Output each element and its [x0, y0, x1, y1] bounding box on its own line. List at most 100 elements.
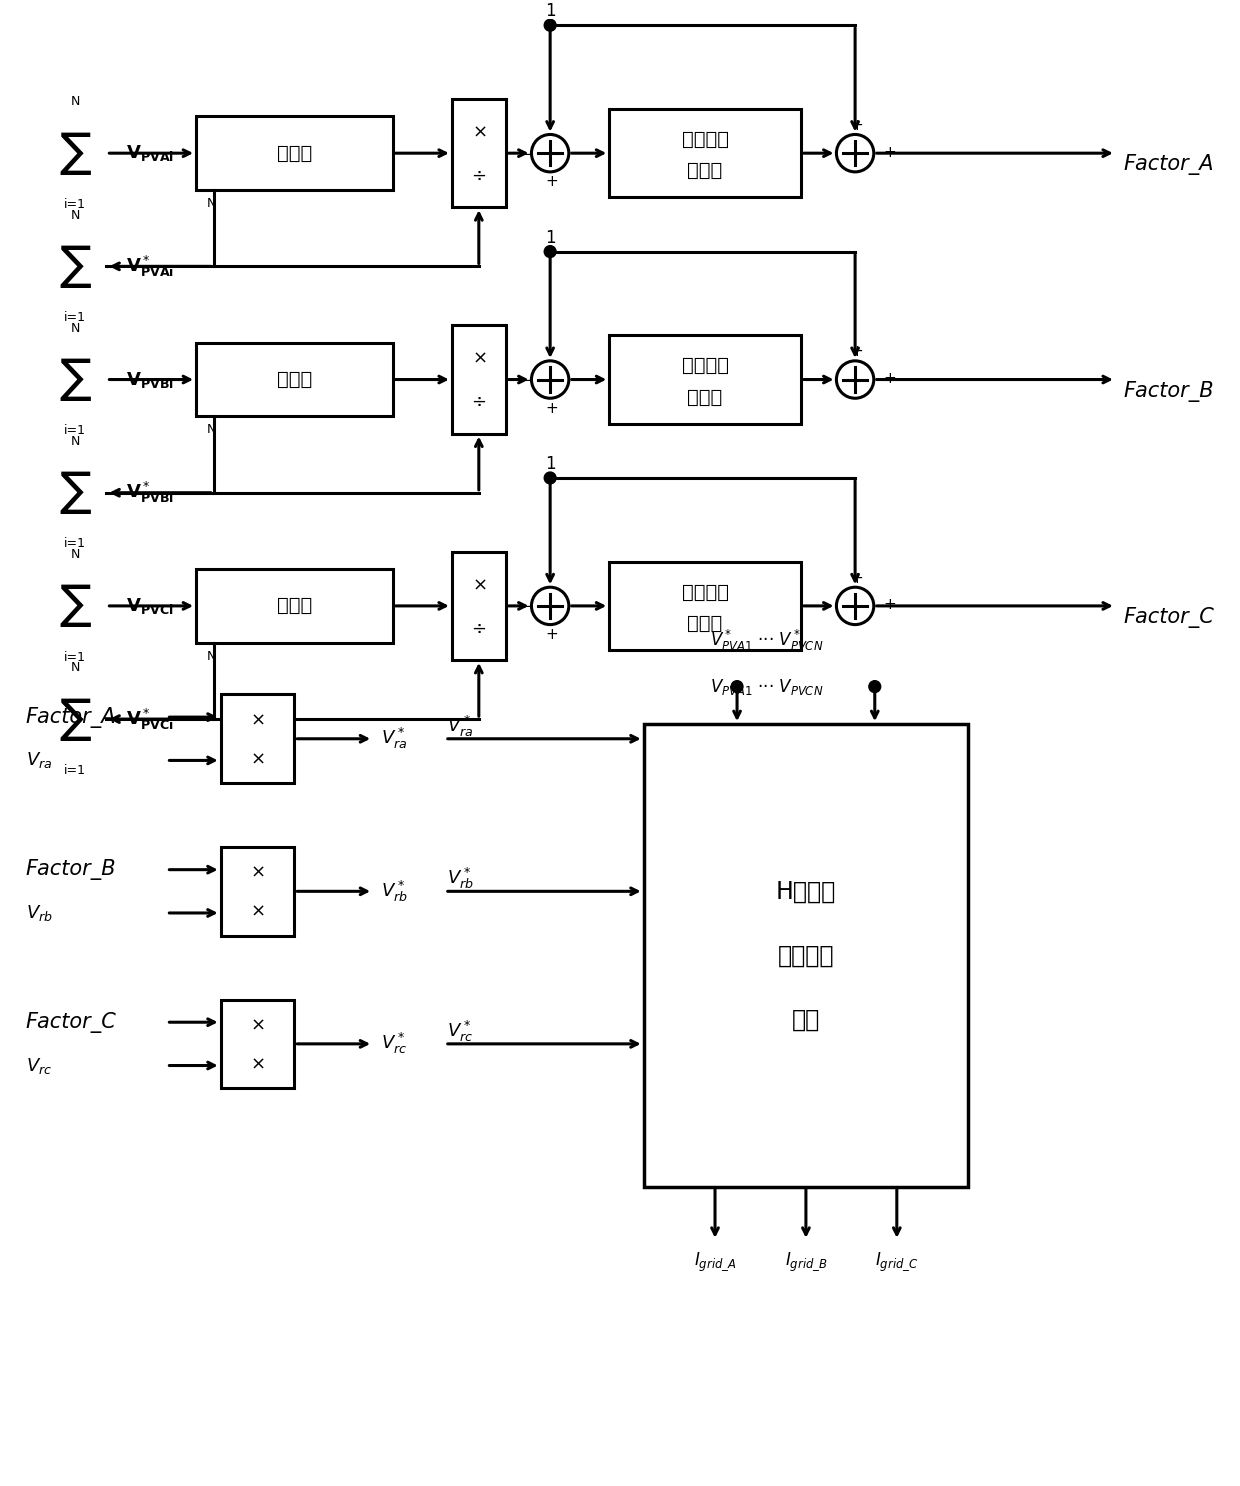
Text: N: N: [71, 548, 79, 562]
Text: $\times$: $\times$: [250, 1015, 265, 1033]
Text: $V_{rc}$: $V_{rc}$: [26, 1055, 52, 1076]
Text: $\times$: $\times$: [250, 863, 265, 881]
Circle shape: [837, 361, 874, 398]
Text: 分配: 分配: [792, 1008, 820, 1031]
Text: $\mathbf{V}^*_{\mathbf{PVBi}}$: $\mathbf{V}^*_{\mathbf{PVBi}}$: [126, 480, 174, 505]
Text: $\sum$: $\sum$: [58, 470, 92, 516]
Text: $V_{rb}$: $V_{rb}$: [26, 903, 53, 923]
Text: 开关模式: 开关模式: [777, 944, 835, 967]
Text: $+$: $+$: [849, 117, 863, 134]
Circle shape: [544, 19, 556, 31]
Text: Factor_C: Factor_C: [1123, 608, 1214, 629]
Bar: [196, 116, 393, 190]
Circle shape: [532, 134, 569, 172]
Text: $V_{rb}^*$: $V_{rb}^*$: [446, 866, 474, 892]
Bar: [196, 343, 393, 416]
Text: $I_{grid\_B}$: $I_{grid\_B}$: [785, 1251, 827, 1274]
Text: i=1: i=1: [64, 311, 86, 324]
Text: $\times$: $\times$: [471, 575, 486, 593]
Text: $+$: $+$: [883, 372, 895, 386]
Text: 1: 1: [544, 3, 556, 21]
Text: $\div$: $\div$: [471, 618, 486, 636]
Text: N: N: [71, 95, 79, 108]
Text: N: N: [71, 322, 79, 334]
Circle shape: [544, 245, 556, 257]
Text: $V_{ra}$: $V_{ra}$: [26, 750, 52, 770]
Text: $\times$: $\times$: [471, 349, 486, 367]
Text: 降波器: 降波器: [277, 370, 312, 389]
Text: $\mathbf{V}_{\mathbf{PVBi}}$: $\mathbf{V}_{\mathbf{PVBi}}$: [126, 370, 174, 389]
Circle shape: [732, 681, 743, 692]
Text: $V_{ra}^*$: $V_{ra}^*$: [381, 727, 408, 752]
Text: 相间电压: 相间电压: [682, 129, 729, 149]
Text: $+$: $+$: [883, 144, 895, 159]
Text: Factor_B: Factor_B: [26, 859, 117, 880]
Text: i=1: i=1: [64, 538, 86, 550]
Text: $\sum$: $\sum$: [58, 357, 92, 403]
Text: $\mathbf{V}_{\mathbf{PVCi}}$: $\mathbf{V}_{\mathbf{PVCi}}$: [126, 596, 174, 615]
Text: 1: 1: [544, 229, 556, 247]
Text: i=1: i=1: [64, 424, 86, 437]
Text: $+$: $+$: [544, 174, 558, 189]
Text: $V^*_{PVA1}$ ··· $V^*_{PVCN}$: $V^*_{PVA1}$ ··· $V^*_{PVCN}$: [709, 627, 823, 652]
Text: $-$: $-$: [520, 372, 532, 386]
Bar: [609, 336, 801, 424]
Text: $\times$: $\times$: [471, 122, 486, 141]
Text: $-$: $-$: [520, 144, 532, 159]
Bar: [451, 100, 506, 208]
Text: $-$: $-$: [520, 597, 532, 612]
Text: i=1: i=1: [64, 651, 86, 664]
Text: H桥单元: H桥单元: [776, 880, 836, 903]
Text: 相间电压: 相间电压: [682, 357, 729, 376]
Text: 调节器: 调节器: [687, 614, 723, 633]
Circle shape: [544, 473, 556, 484]
Text: $+$: $+$: [883, 597, 895, 612]
Text: Factor_A: Factor_A: [26, 707, 117, 728]
Text: $\sum$: $\sum$: [58, 129, 92, 177]
Text: $+$: $+$: [849, 571, 863, 585]
Text: $+$: $+$: [849, 345, 863, 360]
Text: $\times$: $\times$: [250, 902, 265, 920]
Bar: [221, 694, 294, 783]
Circle shape: [837, 587, 874, 624]
Circle shape: [869, 681, 880, 692]
Text: N: N: [71, 208, 79, 221]
Text: Factor_C: Factor_C: [26, 1012, 117, 1033]
Text: i=1: i=1: [64, 764, 86, 777]
Text: 调节器: 调节器: [687, 162, 723, 180]
Text: 相间电压: 相间电压: [682, 583, 729, 602]
Text: $\div$: $\div$: [471, 392, 486, 410]
Text: $V_{rb}^*$: $V_{rb}^*$: [381, 878, 408, 903]
Circle shape: [837, 134, 874, 172]
Text: $\times$: $\times$: [250, 710, 265, 728]
Text: N: N: [207, 649, 217, 663]
Text: N: N: [207, 198, 217, 210]
Text: Factor_B: Factor_B: [1123, 380, 1214, 401]
Text: $I_{grid\_C}$: $I_{grid\_C}$: [875, 1251, 919, 1274]
Text: i=1: i=1: [64, 198, 86, 211]
Text: $+$: $+$: [544, 401, 558, 416]
Text: $V_{ra}^*$: $V_{ra}^*$: [446, 713, 474, 739]
Bar: [196, 569, 393, 643]
Text: $\sum$: $\sum$: [58, 695, 92, 743]
Text: 1: 1: [544, 455, 556, 473]
Circle shape: [532, 361, 569, 398]
Bar: [221, 1000, 294, 1088]
Text: $\mathbf{V}^*_{\mathbf{PVAi}}$: $\mathbf{V}^*_{\mathbf{PVAi}}$: [126, 254, 175, 279]
Text: $\times$: $\times$: [250, 1055, 265, 1073]
Bar: [644, 724, 968, 1187]
Text: $\sum$: $\sum$: [58, 242, 92, 290]
Text: N: N: [71, 661, 79, 675]
Text: 降波器: 降波器: [277, 144, 312, 162]
Text: $V_{rc}^*$: $V_{rc}^*$: [446, 1018, 474, 1043]
Text: $\mathbf{V}^*_{\mathbf{PVCi}}$: $\mathbf{V}^*_{\mathbf{PVCi}}$: [126, 706, 174, 731]
Text: $\times$: $\times$: [250, 749, 265, 767]
Bar: [451, 325, 506, 434]
Text: 调节器: 调节器: [687, 388, 723, 407]
Bar: [221, 847, 294, 936]
Text: $V_{PVA1}$ ··· $V_{PVCN}$: $V_{PVA1}$ ··· $V_{PVCN}$: [709, 676, 823, 697]
Text: 降波器: 降波器: [277, 596, 312, 615]
Bar: [609, 562, 801, 651]
Text: $V_{rc}^*$: $V_{rc}^*$: [381, 1031, 407, 1057]
Circle shape: [532, 587, 569, 624]
